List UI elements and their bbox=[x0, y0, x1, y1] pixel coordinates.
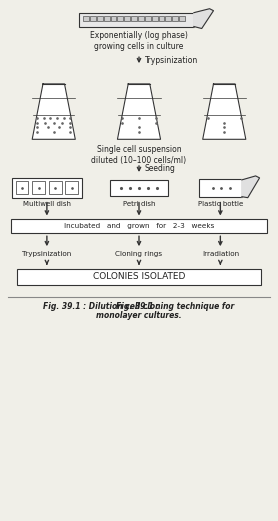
Text: Trypsinization: Trypsinization bbox=[22, 251, 71, 257]
Bar bbox=[12, 178, 82, 197]
Bar bbox=[172, 16, 178, 21]
Bar bbox=[138, 16, 144, 21]
Bar bbox=[97, 16, 103, 21]
Text: Multiwell dish: Multiwell dish bbox=[23, 201, 71, 207]
Text: Plastic bottle: Plastic bottle bbox=[198, 201, 243, 207]
Polygon shape bbox=[194, 9, 214, 29]
Bar bbox=[16, 181, 28, 194]
Bar bbox=[32, 181, 45, 194]
Bar bbox=[124, 16, 130, 21]
Polygon shape bbox=[32, 84, 75, 139]
Polygon shape bbox=[242, 176, 260, 197]
Text: Irradiation: Irradiation bbox=[202, 251, 239, 257]
Bar bbox=[79, 13, 194, 27]
Text: Exponentially (log phase)
growing cells in culture: Exponentially (log phase) growing cells … bbox=[90, 31, 188, 51]
Bar bbox=[83, 16, 89, 21]
Text: Single cell suspension
diluted (10–100 cells/ml): Single cell suspension diluted (10–100 c… bbox=[91, 145, 187, 165]
Text: monolayer cultures.: monolayer cultures. bbox=[96, 312, 182, 320]
Bar bbox=[11, 219, 267, 233]
Bar bbox=[117, 16, 123, 21]
Bar bbox=[159, 16, 165, 21]
Bar bbox=[66, 181, 78, 194]
Text: Seeding: Seeding bbox=[145, 165, 176, 173]
Polygon shape bbox=[203, 84, 246, 139]
Text: Cloning rings: Cloning rings bbox=[115, 251, 163, 257]
Bar bbox=[131, 16, 137, 21]
Bar bbox=[179, 16, 185, 21]
Text: Fig. 39.1 : Dilution cell cloning technique for: Fig. 39.1 : Dilution cell cloning techni… bbox=[43, 302, 235, 311]
Bar bbox=[18, 269, 260, 285]
Bar bbox=[199, 179, 242, 197]
Text: COLONIES ISOLATED: COLONIES ISOLATED bbox=[93, 272, 185, 281]
Text: Trypsinization: Trypsinization bbox=[145, 56, 198, 65]
Bar bbox=[152, 16, 158, 21]
Bar bbox=[49, 181, 62, 194]
Text: Fig. 39.1 :: Fig. 39.1 : bbox=[116, 302, 162, 311]
Bar bbox=[165, 16, 171, 21]
Text: Petri dish: Petri dish bbox=[123, 201, 155, 207]
Polygon shape bbox=[117, 84, 161, 139]
Bar bbox=[110, 180, 168, 196]
Bar bbox=[90, 16, 96, 21]
Bar bbox=[145, 16, 151, 21]
Bar bbox=[111, 16, 116, 21]
Text: Incubated   and   grown   for   2-3   weeks: Incubated and grown for 2-3 weeks bbox=[64, 224, 214, 229]
Bar bbox=[104, 16, 110, 21]
